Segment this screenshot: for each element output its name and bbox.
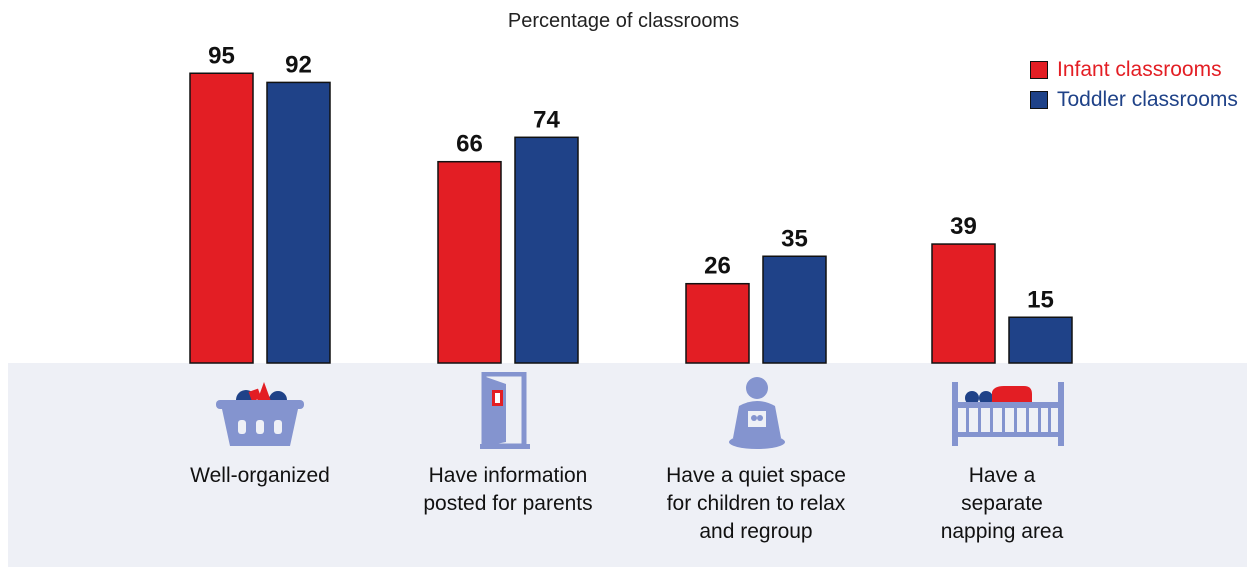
- door-icon: [480, 372, 530, 449]
- data-label-infant-3: 39: [950, 213, 977, 240]
- chart-title: Percentage of classrooms: [507, 10, 740, 32]
- caption-line: napping area: [940, 520, 1064, 543]
- data-label-toddler-1: 74: [533, 106, 560, 133]
- legend-swatch-toddler: [1030, 91, 1048, 109]
- bar-toddler-2: [762, 255, 827, 364]
- category-caption-quiet-space: Have a quiet space for children to relax…: [626, 462, 886, 546]
- bar-infant-0: [189, 72, 254, 364]
- bar-toddler-1: [514, 136, 579, 364]
- category-caption-napping-area: Have a separate napping area: [872, 462, 1132, 546]
- data-label-infant-2: 26: [704, 253, 731, 280]
- caption-line: and regroup: [699, 520, 813, 543]
- crib-icon: [952, 382, 1064, 446]
- caption-line: for children to relax: [666, 492, 846, 515]
- legend-label-infant: Infant classrooms: [1057, 58, 1222, 81]
- legend-label-toddler: Toddler classrooms: [1057, 88, 1238, 111]
- caption-line: posted for parents: [423, 492, 593, 515]
- bar-toddler-0: [266, 81, 331, 364]
- caption-line: Well-organized: [190, 464, 330, 487]
- data-label-toddler-0: 92: [285, 51, 312, 78]
- category-band: [8, 363, 1247, 567]
- child-with-book-icon: [729, 377, 785, 449]
- data-label-toddler-2: 35: [781, 225, 808, 252]
- caption-line: separate: [961, 492, 1043, 515]
- legend-item-infant: Infant classrooms: [1030, 55, 1238, 85]
- toy-basket-icon: [216, 382, 304, 446]
- bar-infant-3: [931, 243, 996, 364]
- bar-infant-1: [437, 160, 502, 364]
- data-label-toddler-3: 15: [1027, 286, 1054, 313]
- bar-toddler-3: [1008, 316, 1073, 364]
- data-label-infant-0: 95: [208, 42, 235, 69]
- category-caption-well-organized: Well-organized: [130, 462, 390, 490]
- legend-swatch-infant: [1030, 61, 1048, 79]
- legend: Infant classrooms Toddler classrooms: [1030, 55, 1238, 115]
- data-label-infant-1: 66: [456, 131, 483, 158]
- caption-line: Have a quiet space: [666, 464, 846, 487]
- caption-line: Have a: [968, 464, 1036, 487]
- bar-infant-2: [685, 282, 750, 364]
- legend-item-toddler: Toddler classrooms: [1030, 85, 1238, 115]
- caption-line: Have information: [428, 464, 588, 487]
- category-caption-information-posted: Have information posted for parents: [378, 462, 638, 518]
